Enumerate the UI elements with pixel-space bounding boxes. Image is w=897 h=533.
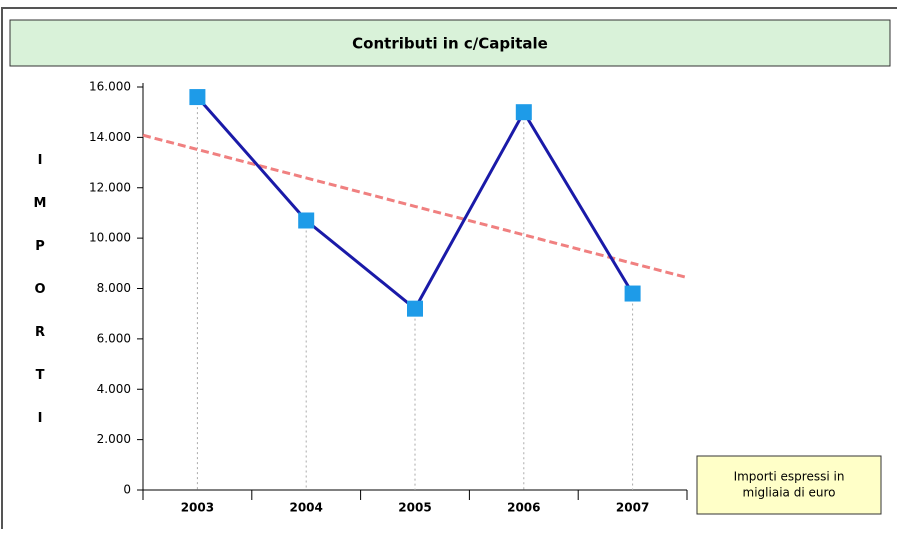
y-tick-label: 2.000 (97, 432, 131, 446)
y-tick-label: 8.000 (97, 281, 131, 295)
frame (1, 7, 897, 533)
x-tick-label: 2007 (616, 501, 649, 515)
x-tick-label: 2003 (181, 501, 214, 515)
y-tick-label: 10.000 (89, 231, 131, 245)
title-box (9, 19, 891, 67)
note-text: migliaia di euro (743, 486, 836, 500)
marker (407, 300, 423, 317)
y-tick-label: 14.000 (89, 130, 131, 144)
y-tick-label: 6.000 (97, 331, 131, 345)
note-text: Importi espressi in (734, 470, 845, 484)
marker (515, 104, 532, 121)
x-tick-label: 2004 (289, 501, 322, 515)
marker (189, 89, 206, 106)
y-tick-label: 0 (123, 483, 131, 497)
y-tick-label: 12.000 (89, 180, 131, 194)
marker (298, 212, 315, 229)
x-tick-label: 2006 (507, 501, 540, 515)
x-tick-label: 2005 (398, 501, 431, 515)
y-tick-label: 4.000 (97, 382, 131, 396)
trend-line (142, 133, 688, 279)
marker (624, 285, 641, 302)
note-box (696, 455, 882, 515)
y-tick-label: 16.000 (89, 80, 131, 94)
chart-title: Contributi in c/Capitale (352, 35, 548, 53)
